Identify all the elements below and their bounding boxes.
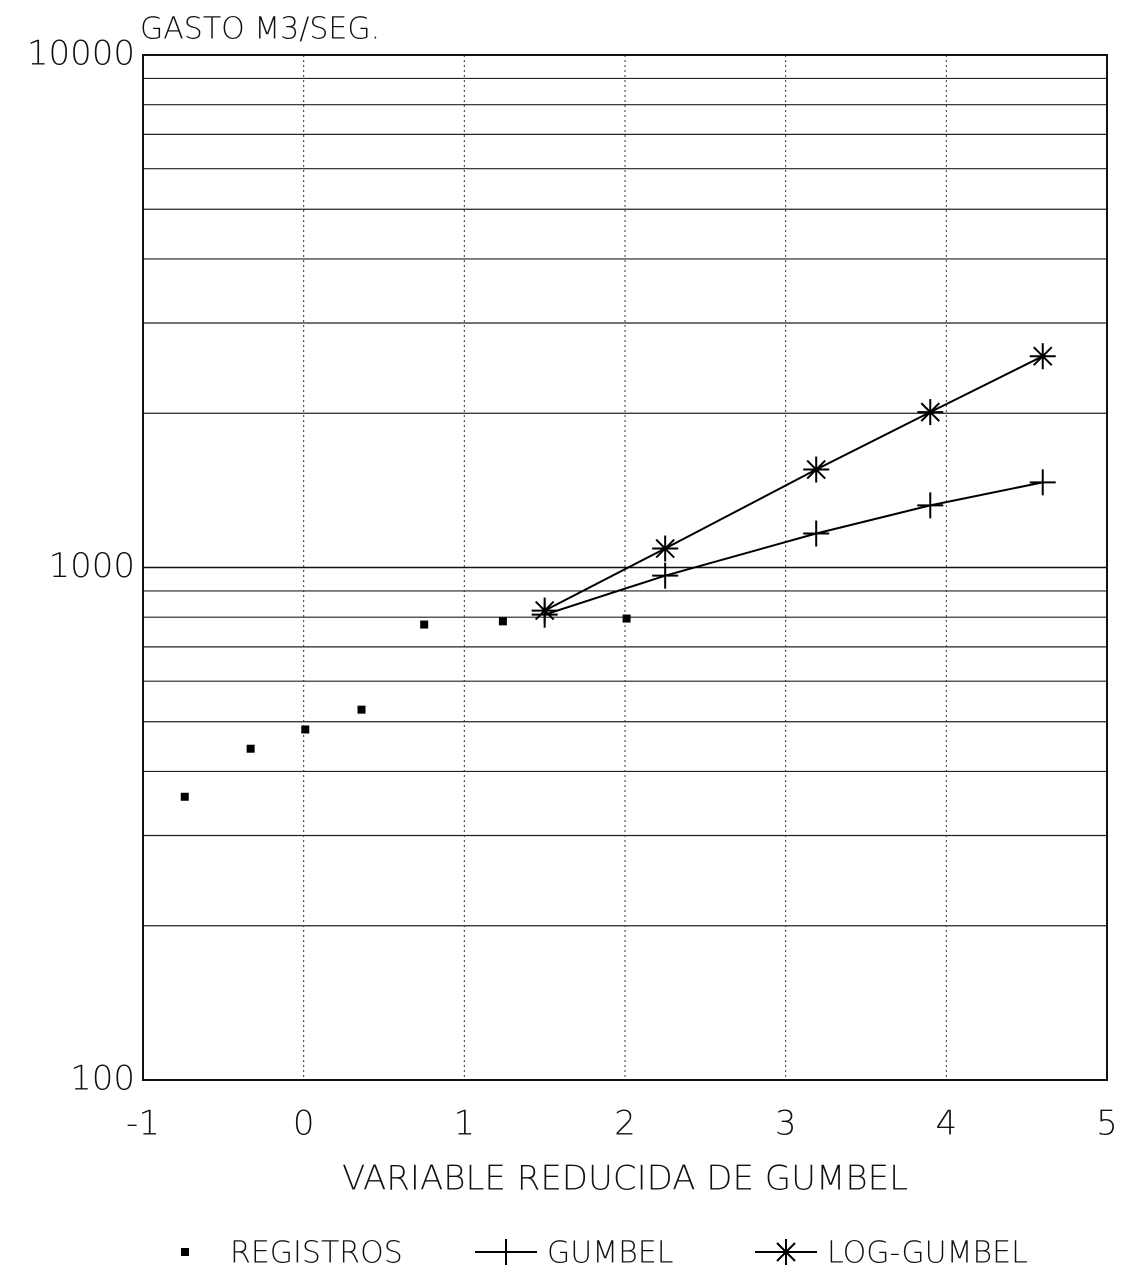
plot-frame: [142, 54, 1108, 1081]
legend-marker: [493, 1239, 519, 1265]
x-tick-label: -1: [126, 1104, 160, 1144]
y-tick-label: 100: [70, 1059, 135, 1099]
x-tick-label: 4: [936, 1104, 958, 1144]
data-point: [917, 492, 944, 519]
x-tick-label: 0: [293, 1104, 315, 1144]
x-tick-label: 2: [614, 1104, 636, 1144]
data-point: [652, 535, 679, 562]
x-tick-label: 5: [1096, 1104, 1118, 1144]
data-point: [531, 597, 558, 624]
series-line: [544, 481, 1043, 616]
data-point: [652, 562, 679, 589]
legend-label: REGISTROS: [230, 1236, 403, 1271]
legend-marker: [181, 1248, 189, 1256]
y-tick-label: 10000: [27, 34, 135, 74]
data-point: [301, 725, 310, 734]
data-point: [803, 456, 830, 483]
data-point: [622, 614, 631, 623]
data-point: [1029, 469, 1056, 496]
data-point: [357, 705, 366, 714]
data-point: [180, 792, 189, 801]
data-point: [246, 744, 255, 753]
data-point: [1029, 343, 1056, 370]
y-tick-label: 1000: [48, 546, 135, 586]
x-tick-label: 1: [454, 1104, 476, 1144]
legend-marker: [773, 1239, 799, 1265]
data-point: [917, 399, 944, 426]
legend-label: GUMBEL: [547, 1236, 673, 1271]
data-point: [420, 620, 429, 629]
legend-label: LOG-GUMBEL: [827, 1236, 1028, 1271]
x-axis-label: VARIABLE REDUCIDA DE GUMBEL: [342, 1159, 908, 1199]
data-point: [498, 617, 507, 626]
x-tick-label: 3: [775, 1104, 797, 1144]
data-point: [803, 520, 830, 547]
chart-title: GASTO M3/SEG.: [140, 12, 380, 47]
series-line: [544, 355, 1044, 612]
